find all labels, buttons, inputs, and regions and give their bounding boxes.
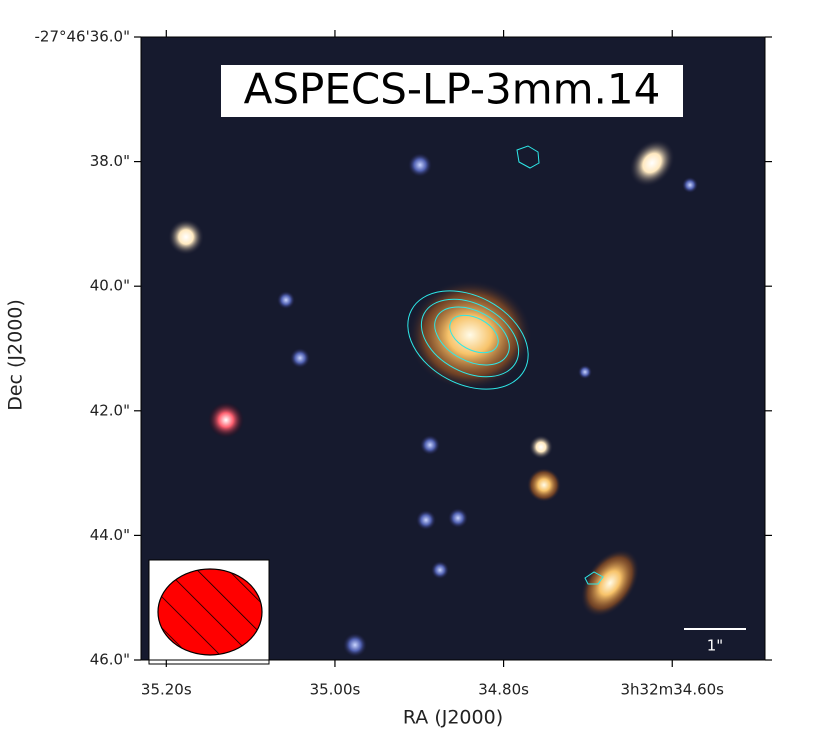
- x-tick-label: 34.80s: [478, 681, 529, 699]
- frame: [140, 36, 766, 661]
- y-axis-label: Dec (J2000): [5, 299, 27, 411]
- y-tick-label: 46.0": [90, 651, 130, 669]
- sky-image: [141, 37, 765, 660]
- scale-bar-label: 1": [707, 637, 723, 655]
- y-tick-label: -27°46'36.0": [34, 28, 130, 46]
- x-tick-label: 3h32m34.60s: [620, 681, 724, 699]
- x-tick-label: 35.20s: [141, 681, 192, 699]
- beam-inset: [148, 559, 270, 665]
- x-axis-label: RA (J2000): [403, 707, 503, 729]
- y-tick-label: 40.0": [90, 277, 130, 295]
- chart-title: ASPECS-LP-3mm.14: [244, 65, 661, 114]
- y-tick-label: 44.0": [90, 526, 130, 544]
- contours: [407, 145, 604, 585]
- title-box: [221, 65, 683, 117]
- y-tick-label: 42.0": [90, 401, 130, 419]
- y-tick-label: 38.0": [90, 152, 130, 170]
- x-tick-label: 35.00s: [310, 681, 361, 699]
